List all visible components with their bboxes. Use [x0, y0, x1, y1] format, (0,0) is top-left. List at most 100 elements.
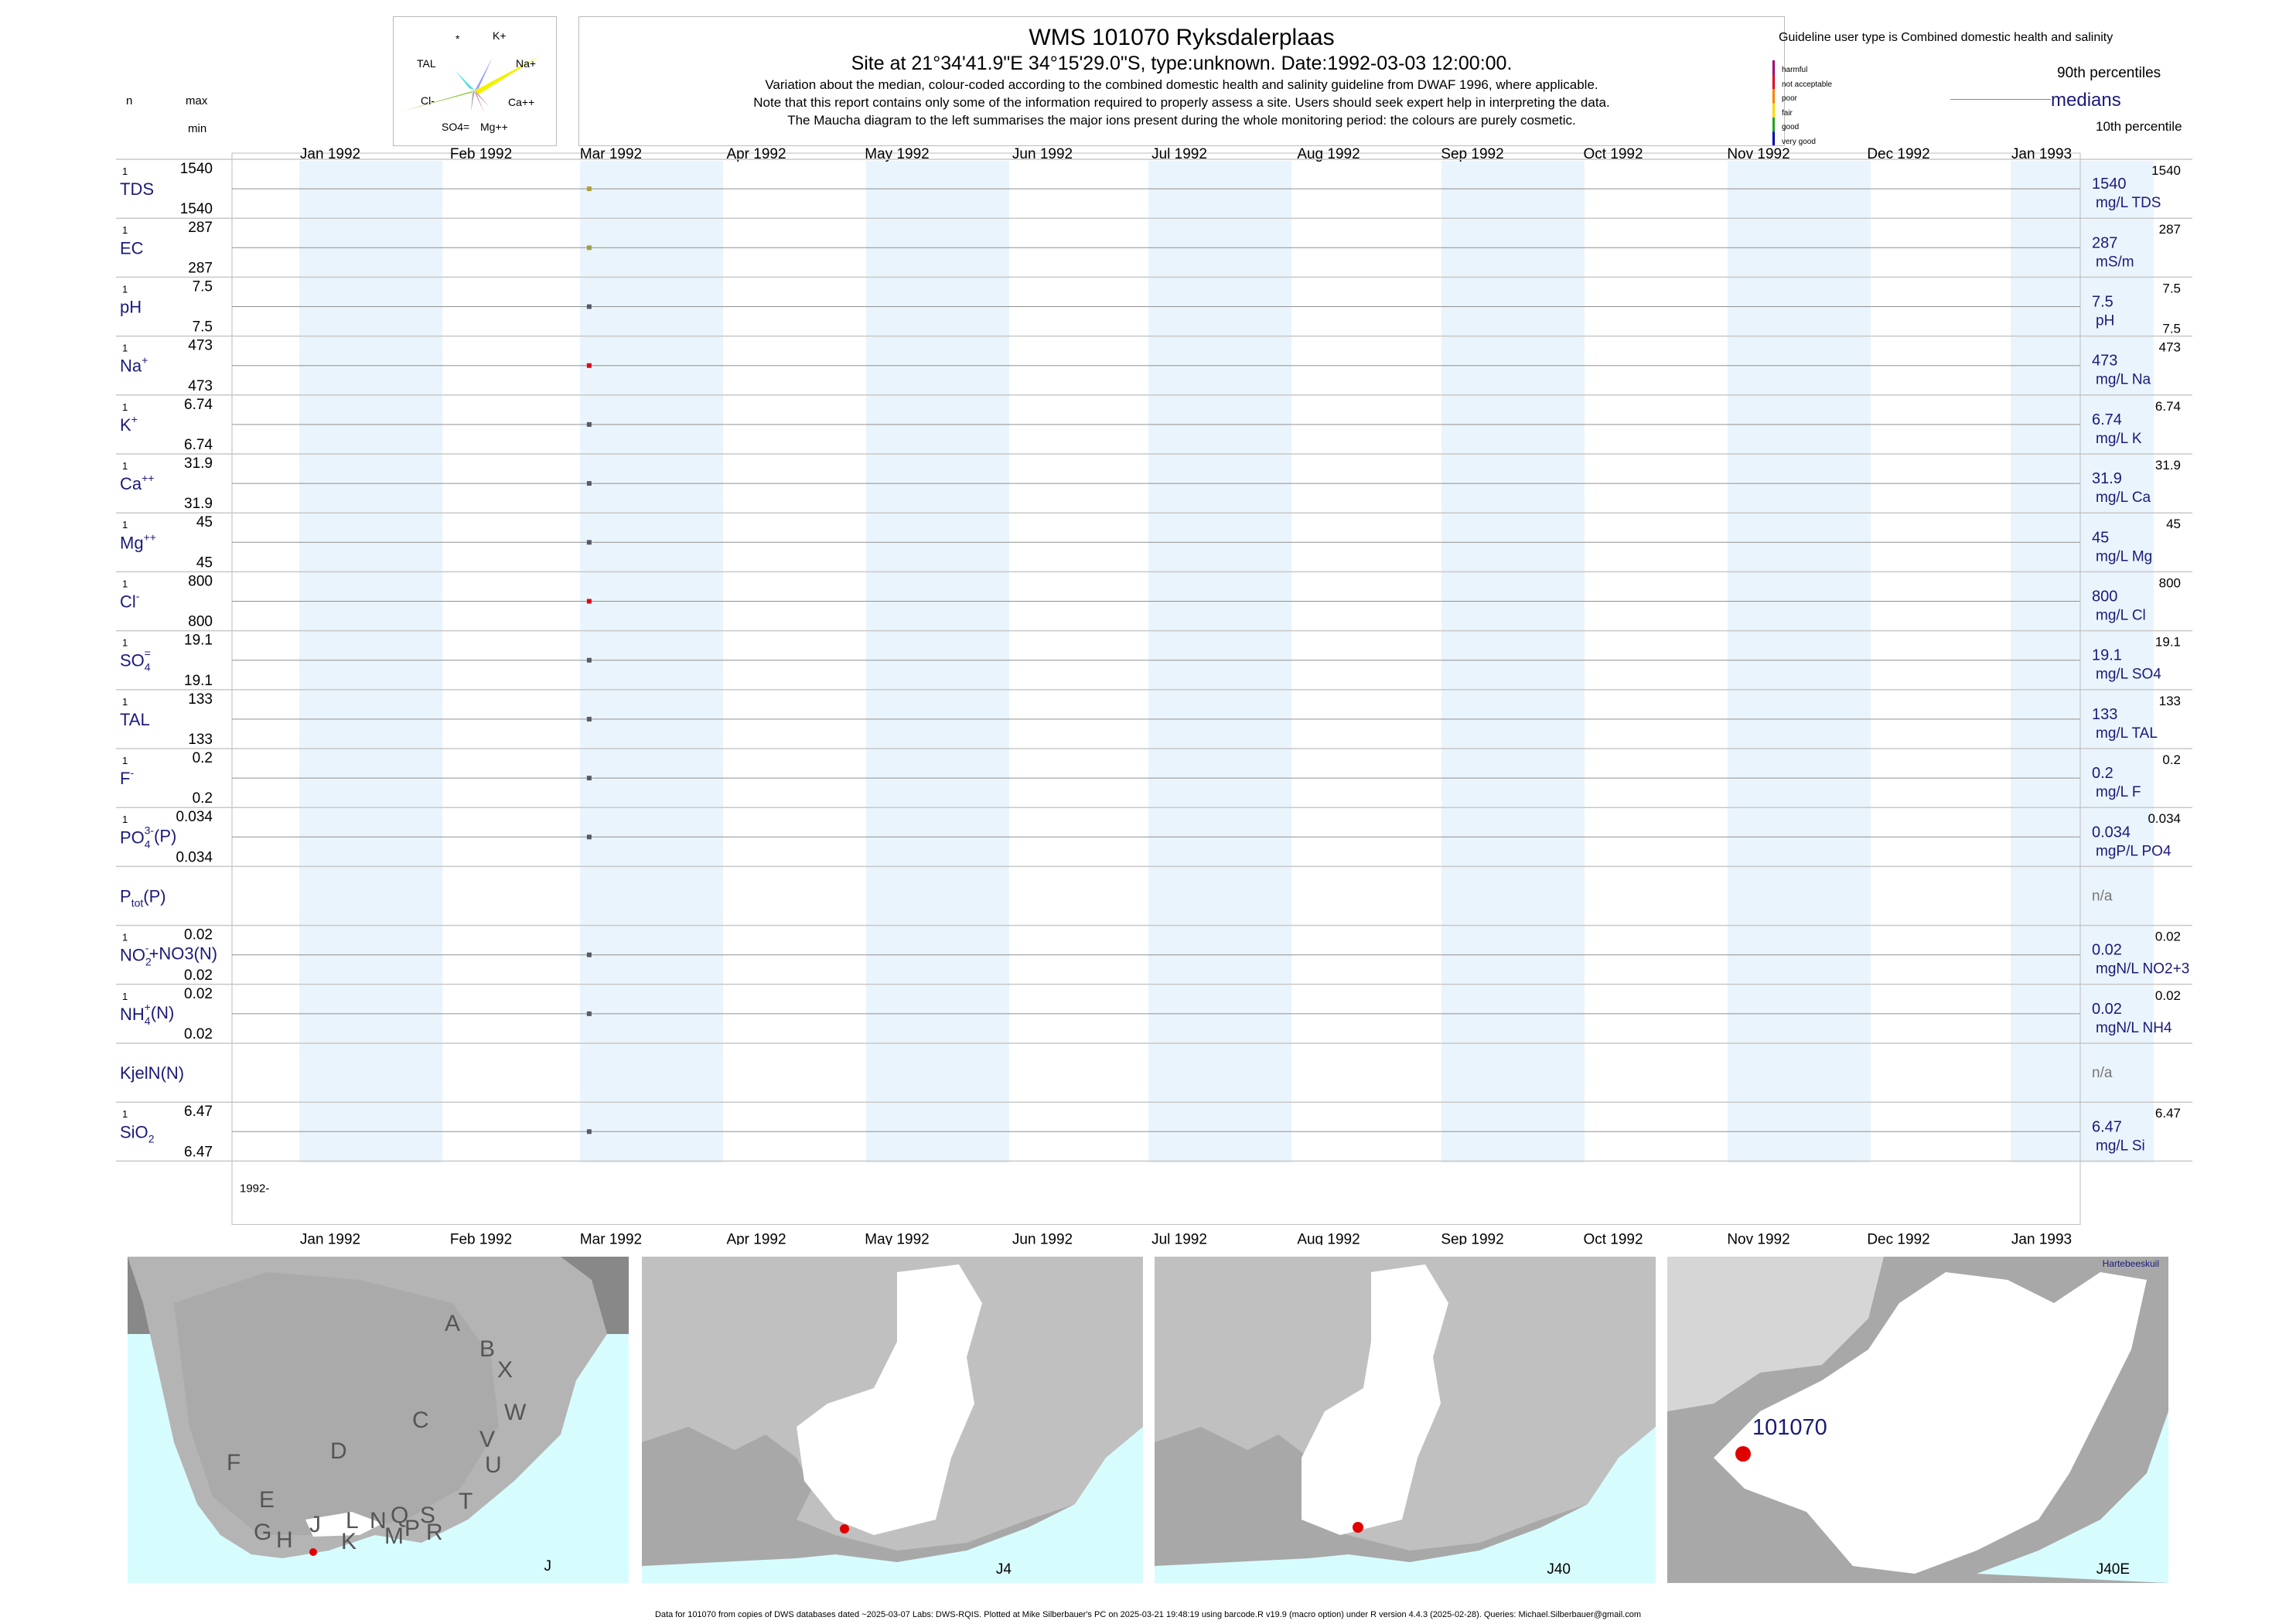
month-label-top: Jul 1992 — [1151, 146, 1207, 162]
map-j40: J40 — [1155, 1257, 1656, 1583]
month-band-0 — [299, 161, 442, 1163]
map-south-africa-svg — [128, 1257, 629, 1558]
title-box: WMS 101070 Ryksdalerplaas Site at 21°34'… — [578, 16, 1785, 146]
data-point-Na — [586, 363, 592, 368]
sample-count: 1 — [122, 1108, 128, 1120]
data-point-K — [586, 421, 592, 427]
maucha-label-ca: Ca++ — [508, 96, 535, 108]
right-p90: 0.034 — [2148, 811, 2181, 826]
month-label-top: Aug 1992 — [1297, 146, 1360, 162]
right-unit: mgN/L NO2+3 — [2096, 961, 2189, 977]
sample-count: 1 — [122, 165, 128, 177]
guideline-color-1 — [1772, 74, 1775, 89]
map-j4-catchment — [797, 1264, 982, 1535]
month-label-bottom: Jan 1992 — [300, 1231, 360, 1245]
right-value: 287 — [2092, 234, 2117, 251]
row-min: 6.47 — [184, 1144, 213, 1160]
maucha-label-so4: SO4= — [442, 121, 470, 133]
map-j40e-svg — [1667, 1257, 2168, 1583]
right-p90: 0.02 — [2155, 988, 2181, 1003]
map-region-label: U — [485, 1452, 502, 1478]
header-min: min — [188, 122, 207, 135]
right-unit: mg/L F — [2096, 784, 2141, 800]
note-1: Variation about the median, colour-coded… — [765, 77, 1598, 92]
row-min: 1540 — [180, 201, 213, 217]
sample-count: 1 — [122, 991, 128, 1002]
right-p90: 31.9 — [2155, 458, 2181, 473]
right-value: 6.74 — [2092, 411, 2122, 428]
legend-medians: medians — [2051, 90, 2121, 111]
month-band-6 — [1148, 161, 1291, 1163]
right-unit: mg/L Na — [2096, 372, 2151, 388]
row-max: 6.74 — [184, 397, 213, 413]
data-point-SO — [586, 657, 592, 663]
month-label-bottom: Dec 1992 — [1867, 1231, 1929, 1245]
month-label-bottom: Jul 1992 — [1151, 1231, 1207, 1245]
right-p90: 6.47 — [2155, 1106, 2181, 1121]
right-unit: mg/L SO4 — [2096, 667, 2161, 683]
right-p90: 473 — [2159, 340, 2181, 355]
variable-label: Ptot(P) — [120, 887, 166, 909]
right-value: 133 — [2092, 706, 2117, 723]
maucha-label-k: K+ — [493, 29, 507, 42]
map-j40-catchment — [1302, 1264, 1448, 1535]
row-max: 473 — [188, 338, 213, 354]
month-label-bottom: Apr 1992 — [726, 1231, 786, 1245]
map-region-label: P — [404, 1516, 421, 1541]
right-unit: mgP/L PO4 — [2096, 843, 2171, 859]
right-value: 6.47 — [2092, 1118, 2122, 1135]
map-region-label: B — [479, 1336, 496, 1362]
right-unit: mS/m — [2096, 254, 2134, 270]
guideline-class-harmful: harmful — [1782, 66, 1808, 74]
month-label-bottom: Mar 1992 — [580, 1231, 642, 1245]
data-point-PO — [586, 834, 592, 840]
maucha-label-na: Na+ — [516, 57, 537, 70]
right-unit: mg/L Cl — [2096, 608, 2146, 624]
right-p90: 0.2 — [2162, 752, 2181, 767]
map-region-label: K — [341, 1529, 357, 1554]
map-place-label: Hartebeeskuil — [2102, 1258, 2159, 1269]
month-label-bottom: Sep 1992 — [1441, 1231, 1503, 1245]
guideline-title: Guideline user type is Combined domestic… — [1779, 31, 2113, 44]
sample-count: 1 — [122, 401, 128, 413]
row-max: 1540 — [180, 161, 213, 177]
right-p90: 287 — [2159, 222, 2181, 237]
variable-label: K+ — [120, 413, 138, 435]
month-label-top: Dec 1992 — [1867, 146, 1929, 162]
right-p90: 6.74 — [2155, 399, 2181, 414]
month-label-top: Jan 1992 — [300, 146, 360, 162]
right-p90: 1540 — [2151, 163, 2181, 178]
sample-count: 1 — [122, 578, 128, 589]
map-region-label: S — [420, 1503, 436, 1528]
data-point-Mg — [586, 540, 592, 545]
variable-label: NO2-+NO3(N) — [120, 942, 217, 968]
map-j40-sea — [1155, 1427, 1656, 1583]
map-catchment-j — [305, 1512, 383, 1537]
maucha-so4-wedge — [471, 90, 475, 111]
variable-label: PO43-(P) — [120, 824, 176, 850]
sample-count: 1 — [122, 283, 128, 295]
data-point-TAL — [586, 716, 592, 722]
data-point-EC — [586, 245, 592, 251]
map-region-label: V — [479, 1427, 496, 1452]
row-max: 0.02 — [184, 986, 213, 1002]
note-3: The Maucha diagram to the left summarise… — [787, 113, 1576, 128]
data-point-Cl — [586, 599, 592, 604]
right-unit: mg/L Si — [2096, 1138, 2145, 1154]
row-max: 287 — [188, 220, 213, 236]
maucha-tal-wedge — [455, 71, 475, 90]
page-title: WMS 101070 Ryksdalerplaas — [1029, 25, 1335, 50]
maucha-label-mg: Mg++ — [480, 121, 508, 133]
data-point-NO — [586, 952, 592, 957]
map-region-label: L — [346, 1508, 359, 1534]
maucha-label-tal: TAL — [417, 57, 436, 70]
map-region-label: H — [276, 1527, 293, 1553]
row-max: 133 — [188, 691, 213, 708]
row-min: 0.2 — [193, 790, 213, 807]
guideline-legend — [1771, 60, 1817, 149]
footer-credits: Data for 101070 from copies of DWS datab… — [655, 1610, 1641, 1619]
legend-p10: 10th percentile — [2096, 119, 2182, 134]
row-max: 6.47 — [184, 1104, 213, 1120]
guideline-color-3 — [1772, 103, 1775, 118]
map-region-label: T — [459, 1489, 473, 1514]
